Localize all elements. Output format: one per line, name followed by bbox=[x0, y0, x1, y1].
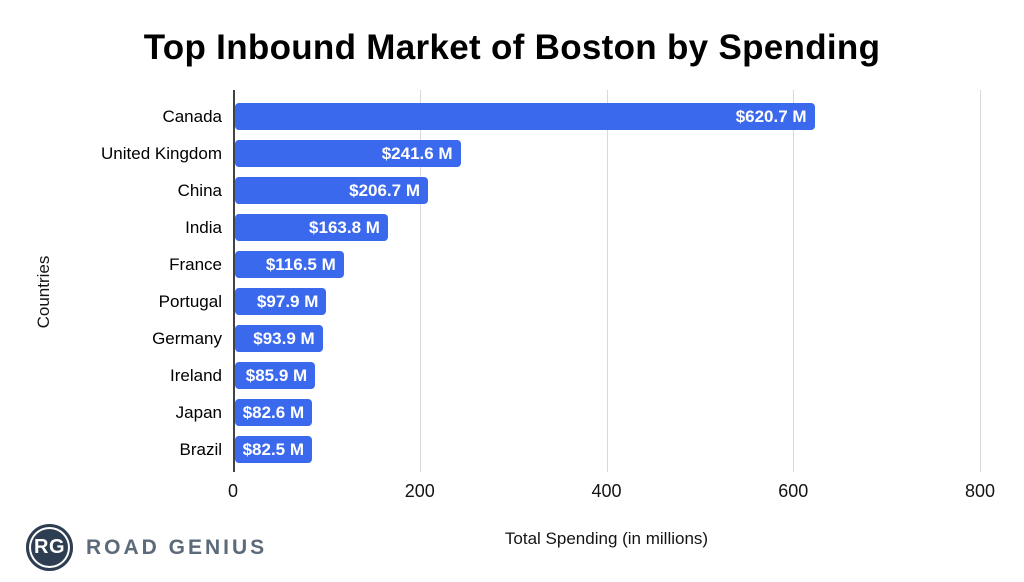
bar-value-label: $206.7 M bbox=[349, 180, 420, 200]
bar-row: Brazil $82.5 M bbox=[179, 431, 982, 468]
y-axis-line bbox=[233, 90, 235, 472]
y-axis-title: Countries bbox=[34, 255, 53, 329]
bar: $116.5 M bbox=[235, 251, 344, 278]
logo-brand-text: ROAD GENIUS bbox=[86, 535, 268, 559]
bar-row: Canada $620.7 M bbox=[162, 98, 982, 135]
country-label: Germany bbox=[152, 328, 222, 348]
plot-area: Canada $620.7 M United Kingdom $241.6 M … bbox=[101, 90, 982, 472]
x-tick-label: 0 bbox=[227, 481, 239, 501]
country-label: India bbox=[185, 217, 222, 237]
road-genius-logo: RG ROAD GENIUS bbox=[26, 524, 267, 571]
gridline bbox=[793, 90, 795, 472]
bar-row: France $116.5 M bbox=[169, 246, 982, 283]
bar: $93.9 M bbox=[235, 325, 323, 352]
bar-value-label: $620.7 M bbox=[735, 106, 807, 126]
country-label: Ireland bbox=[170, 365, 222, 385]
bar: $85.9 M bbox=[235, 362, 316, 389]
bar-row: Germany $93.9 M bbox=[152, 320, 982, 357]
bar-value-label: $241.6 M bbox=[381, 143, 453, 163]
bar-row: United Kingdom $241.6 M bbox=[101, 135, 982, 172]
bar-row: India $163.8 M bbox=[185, 209, 982, 246]
bar-rows: Canada $620.7 M United Kingdom $241.6 M … bbox=[101, 98, 982, 468]
country-label: Japan bbox=[175, 402, 222, 422]
country-label: United Kingdom bbox=[101, 143, 222, 163]
x-tick-label: 200 bbox=[404, 481, 435, 501]
bar-value-label: $116.5 M bbox=[265, 254, 336, 274]
bar: $163.8 M bbox=[235, 214, 388, 241]
gridline bbox=[419, 90, 421, 472]
country-label: Canada bbox=[162, 106, 222, 126]
bar: $82.6 M bbox=[235, 399, 313, 426]
bar: $206.7 M bbox=[235, 177, 428, 204]
bar-value-label: $93.9 M bbox=[253, 328, 315, 348]
bar-value-label: $97.9 M bbox=[256, 291, 319, 311]
country-label: Brazil bbox=[179, 439, 222, 459]
bar-row: China $206.7 M bbox=[178, 172, 982, 209]
bar-row: Ireland $85.9 M bbox=[170, 357, 982, 394]
bar-value-label: $85.9 M bbox=[245, 365, 308, 385]
chart-title: Top Inbound Market of Boston by Spending bbox=[143, 28, 881, 67]
bar: $620.7 M bbox=[235, 103, 815, 130]
country-label: China bbox=[177, 180, 222, 200]
gridline bbox=[606, 90, 608, 472]
x-tick-label: 800 bbox=[964, 481, 996, 501]
bar: $241.6 M bbox=[235, 140, 461, 167]
bar-value-label: $163.8 M bbox=[309, 217, 380, 237]
bar: $82.5 M bbox=[235, 436, 313, 463]
x-axis-ticks: 0 200 400 600 800 bbox=[228, 481, 995, 503]
x-tick-label: 400 bbox=[591, 481, 622, 501]
bar: $97.9 M bbox=[235, 288, 327, 315]
rg-monogram-icon: RG bbox=[26, 524, 73, 571]
x-tick-label: 600 bbox=[778, 481, 809, 501]
bar-row: Japan $82.6 M bbox=[176, 394, 982, 431]
bar-row: Portugal $97.9 M bbox=[159, 283, 982, 320]
country-label: France bbox=[169, 254, 222, 274]
country-label: Portugal bbox=[158, 291, 222, 311]
bar-value-label: $82.6 M bbox=[242, 402, 305, 422]
bar-value-label: $82.5 M bbox=[242, 439, 305, 459]
x-axis-title: Total Spending (in millions) bbox=[504, 529, 709, 548]
gridline bbox=[980, 90, 981, 472]
